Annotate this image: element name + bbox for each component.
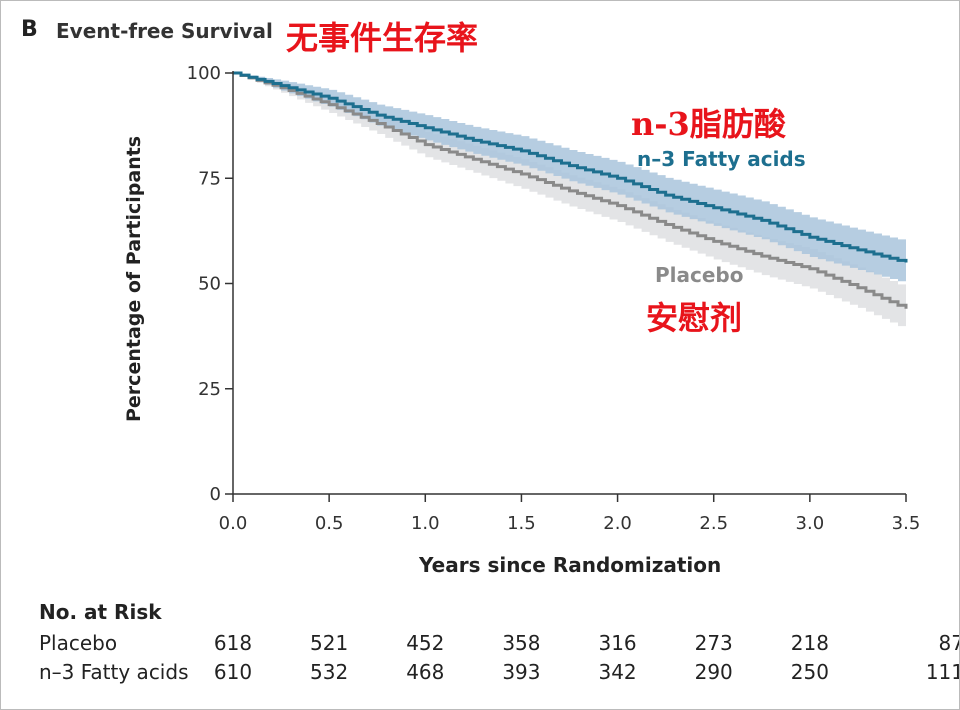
x-tick-label: 3.5	[892, 513, 921, 534]
risk-count: 250	[790, 660, 829, 684]
risk-row-label: n–3 Fatty acids	[39, 660, 189, 684]
risk-count: 618	[213, 631, 253, 655]
y-tick-label: 100	[187, 63, 221, 84]
risk-table-title: No. at Risk	[39, 600, 162, 624]
series-label-placebo: Placebo	[655, 263, 744, 287]
risk-count: 452	[406, 631, 445, 655]
x-axis-label: Years since Randomization	[419, 553, 722, 577]
risk-count: 393	[502, 660, 541, 684]
x-tick-label: 1.0	[411, 513, 440, 534]
x-tick-label: 2.0	[603, 513, 632, 534]
fatty-annotation-cn: n-3脂肪酸	[631, 105, 786, 143]
series-line-fatty-acids	[233, 71, 908, 263]
risk-count: 610	[213, 660, 253, 684]
risk-count: 316	[598, 631, 637, 655]
risk-count: 521	[310, 631, 349, 655]
risk-count: 111	[925, 660, 959, 684]
y-tick-label: 50	[198, 274, 221, 295]
ci-band-fatty-acids	[233, 73, 906, 284]
risk-count: 273	[694, 631, 733, 655]
y-tick-label: 0	[210, 484, 221, 505]
y-tick-label: 25	[198, 379, 221, 400]
risk-count: 87	[938, 631, 959, 655]
series-line-placebo	[233, 71, 908, 309]
x-tick-label: 1.5	[507, 513, 536, 534]
chart-title: Event-free Survival	[56, 19, 273, 43]
ci-band-placebo	[233, 73, 906, 330]
series-label-fatty-acids: n–3 Fatty acids	[637, 147, 806, 171]
x-tick-label: 0.0	[219, 513, 248, 534]
risk-count: 218	[790, 631, 829, 655]
risk-count: 532	[310, 660, 349, 684]
risk-count: 358	[502, 631, 541, 655]
plot-area: 0 25 50 75 100 0.0 0.5 1.0 1.5 2.0 2.5 3.0 3.5	[187, 63, 921, 534]
risk-count: 468	[406, 660, 445, 684]
title-annotation-cn: 无事件生存率	[286, 19, 479, 57]
risk-count: 290	[694, 660, 733, 684]
risk-row-label: Placebo	[39, 631, 118, 655]
x-tick-label: 0.5	[315, 513, 344, 534]
x-tick-label: 3.0	[796, 513, 825, 534]
panel-label: B	[21, 17, 38, 42]
x-tick-label: 2.5	[699, 513, 728, 534]
placebo-annotation-cn: 安慰剂	[646, 299, 743, 337]
y-tick-label: 75	[198, 168, 221, 189]
risk-count: 342	[598, 660, 637, 684]
